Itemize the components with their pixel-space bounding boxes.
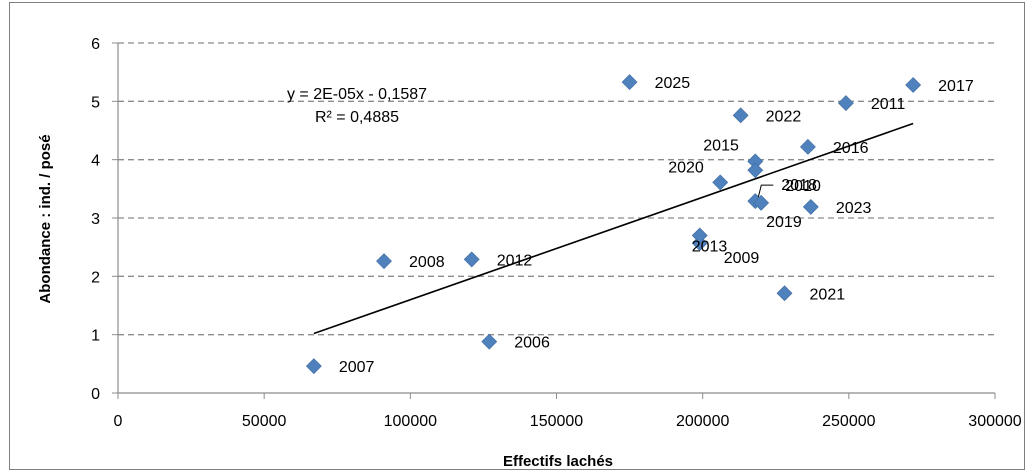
y-tick-label-0: 0 xyxy=(91,386,100,403)
trendline-equation: y = 2E-05x - 0,1587 xyxy=(287,86,427,103)
data-point-2018 xyxy=(748,163,763,178)
point-label-2006: 2006 xyxy=(514,335,550,352)
data-point-2022 xyxy=(733,108,748,123)
x-tick-label-50000: 50000 xyxy=(242,413,287,430)
point-label-2020: 2020 xyxy=(668,159,704,176)
x-tick-label-150000: 150000 xyxy=(530,413,583,430)
x-tick-label-250000: 250000 xyxy=(822,413,875,430)
y-axis-title: Abondance : ind. / posé xyxy=(37,134,54,303)
x-tick-label-100000: 100000 xyxy=(384,413,437,430)
point-label-2007: 2007 xyxy=(339,359,375,376)
x-tick-label-200000: 200000 xyxy=(676,413,729,430)
x-tick-label-0: 0 xyxy=(114,413,123,430)
point-label-2019: 2019 xyxy=(766,214,802,231)
data-point-2011 xyxy=(838,96,853,111)
grid-lines xyxy=(118,43,995,335)
point-label-2016: 2016 xyxy=(833,140,869,157)
axes xyxy=(112,43,995,399)
point-label-2018: 2018 xyxy=(781,177,817,194)
point-label-2015: 2015 xyxy=(703,137,739,154)
data-point-2021 xyxy=(777,286,792,301)
point-label-2012: 2012 xyxy=(497,252,533,269)
x-axis-title: Effectifs lachés xyxy=(503,453,613,470)
y-tick-label-5: 5 xyxy=(91,94,100,111)
point-label-2017: 2017 xyxy=(938,78,974,95)
point-label-2023: 2023 xyxy=(836,200,872,217)
data-point-2007 xyxy=(306,359,321,374)
data-point-2025 xyxy=(622,75,637,90)
y-tick-label-1: 1 xyxy=(91,328,100,345)
point-label-2021: 2021 xyxy=(810,286,846,303)
y-tick-label-3: 3 xyxy=(91,211,100,228)
y-tick-label-4: 4 xyxy=(91,153,100,170)
data-point-2012 xyxy=(464,252,479,267)
data-point-2020 xyxy=(713,175,728,190)
data-point-2016 xyxy=(800,139,815,154)
point-label-2009: 2009 xyxy=(724,250,760,267)
data-point-2006 xyxy=(482,334,497,349)
y-tick-labels: 0 1 2 3 4 5 6 xyxy=(91,36,100,403)
y-tick-label-2: 2 xyxy=(91,269,100,286)
point-label-2022: 2022 xyxy=(766,108,802,125)
data-point-2023 xyxy=(803,199,818,214)
x-tick-label-300000: 300000 xyxy=(968,413,1021,430)
point-label-2011: 2011 xyxy=(871,96,906,113)
point-label-leader-2010 xyxy=(758,185,773,197)
x-tick-labels: 0 50000 100000 150000 200000 250000 300000 xyxy=(114,413,1022,430)
y-tick-label-6: 6 xyxy=(91,36,100,53)
data-point-2008 xyxy=(377,254,392,269)
point-label-2013: 2013 xyxy=(692,239,728,256)
point-label-2008: 2008 xyxy=(409,254,445,271)
trendline-r-squared: R² = 0,4885 xyxy=(315,109,399,126)
data-point-2017 xyxy=(906,78,921,93)
point-label-2025: 2025 xyxy=(655,75,691,92)
